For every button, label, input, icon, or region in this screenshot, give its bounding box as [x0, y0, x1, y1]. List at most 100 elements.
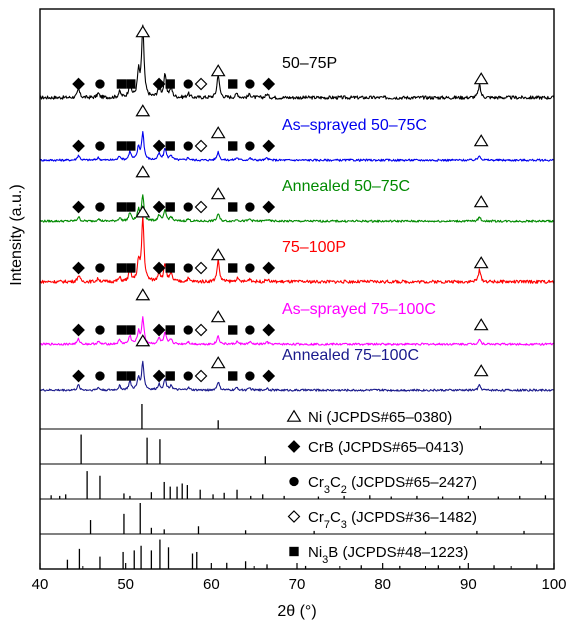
phase-marker [228, 371, 238, 381]
phase-marker [72, 261, 85, 275]
phase-marker [245, 202, 255, 212]
series-label: Annealed 50–75C [282, 178, 410, 195]
phase-marker [165, 263, 175, 273]
phase-marker [183, 263, 193, 273]
phase-marker [152, 369, 166, 383]
phase-marker [126, 371, 136, 381]
reference-label: Ni (JCPDS#65–0380) [308, 409, 452, 426]
x-tick-label: 40 [32, 576, 49, 593]
x-tick-label: 50 [117, 576, 134, 593]
x-tick-label: 80 [374, 576, 391, 593]
phase-marker [210, 126, 226, 139]
phase-marker [245, 325, 255, 335]
x-axis-label: 2θ (°) [277, 603, 316, 620]
phase-marker [473, 318, 489, 331]
phase-marker [194, 139, 208, 153]
phase-marker [228, 263, 238, 273]
phase-marker [95, 141, 105, 151]
phase-marker [116, 263, 127, 273]
phase-marker [152, 261, 166, 275]
phase-marker [473, 134, 489, 147]
phase-marker [126, 263, 136, 273]
phase-marker [245, 263, 255, 273]
reference-symbol [289, 546, 299, 557]
x-tick-label: 100 [541, 576, 566, 593]
phase-marker [228, 202, 238, 212]
phase-marker [183, 371, 193, 381]
phase-marker [262, 77, 276, 91]
pattern-line [40, 360, 554, 392]
phase-marker [152, 139, 166, 153]
phase-marker [183, 141, 193, 151]
phase-marker [210, 187, 226, 200]
phase-marker [126, 325, 136, 335]
phase-marker [135, 288, 151, 301]
phase-marker [262, 369, 276, 383]
phase-marker [262, 261, 276, 275]
phase-marker [116, 325, 127, 335]
reference-label: Cr7C3 (JCPDS#36–1482) [308, 509, 477, 531]
reference-label: CrB (JCPDS#65–0413) [308, 439, 464, 456]
reference-label: Ni3B (JCPDS#48–1223) [308, 544, 468, 566]
phase-marker [228, 325, 238, 335]
reference-symbol [289, 476, 299, 487]
phase-marker [194, 323, 208, 337]
phase-marker [473, 256, 489, 269]
phase-marker [183, 79, 193, 89]
phase-marker [210, 248, 226, 261]
phase-marker [95, 202, 105, 212]
phase-marker [262, 323, 276, 337]
phase-marker [116, 141, 127, 151]
phase-marker [116, 79, 127, 89]
phase-marker [245, 79, 255, 89]
phase-marker [210, 310, 226, 323]
phase-marker [72, 77, 85, 91]
phase-marker [152, 323, 166, 337]
phase-marker [165, 202, 175, 212]
phase-marker [194, 77, 208, 91]
phase-marker [165, 371, 175, 381]
phase-marker [135, 104, 151, 117]
series-label: 75–100P [282, 239, 346, 256]
phase-marker [116, 202, 127, 212]
x-tick-label: 60 [203, 576, 220, 593]
phase-marker [473, 364, 489, 377]
x-tick-label: 70 [289, 576, 306, 593]
phase-marker [473, 195, 489, 208]
phase-marker [72, 139, 85, 153]
phase-marker [152, 200, 166, 214]
pattern-line [40, 24, 554, 100]
reference-symbol [287, 440, 301, 453]
pattern-line [40, 130, 554, 162]
phase-marker [165, 141, 175, 151]
phase-marker [135, 25, 151, 38]
y-axis-label: Intensity (a.u.) [8, 184, 25, 285]
phase-marker [95, 371, 105, 381]
reference-label: Cr3C2 (JCPDS#65–2427) [308, 474, 477, 496]
phase-marker [72, 200, 85, 214]
phase-marker [245, 141, 255, 151]
phase-marker [228, 79, 238, 89]
series-label: Annealed 75–100C [282, 347, 419, 364]
pattern-line [40, 316, 554, 346]
phase-marker [72, 323, 85, 337]
phase-marker [194, 200, 208, 214]
reference-symbol [286, 409, 302, 422]
phase-marker [473, 72, 489, 85]
phase-marker [194, 261, 208, 275]
phase-marker [135, 165, 151, 178]
phase-marker [72, 369, 85, 383]
series-label: As–sprayed 50–75C [282, 117, 427, 134]
phase-marker [183, 325, 193, 335]
phase-marker [95, 325, 105, 335]
phase-marker [228, 141, 238, 151]
phase-marker [152, 77, 166, 91]
series-label: As–sprayed 75–100C [282, 301, 436, 318]
phase-marker [210, 64, 226, 77]
x-tick-label: 90 [460, 576, 477, 593]
series-label: 50–75P [282, 55, 337, 72]
phase-marker [135, 334, 151, 347]
phase-marker [116, 371, 127, 381]
phase-marker [194, 369, 208, 383]
